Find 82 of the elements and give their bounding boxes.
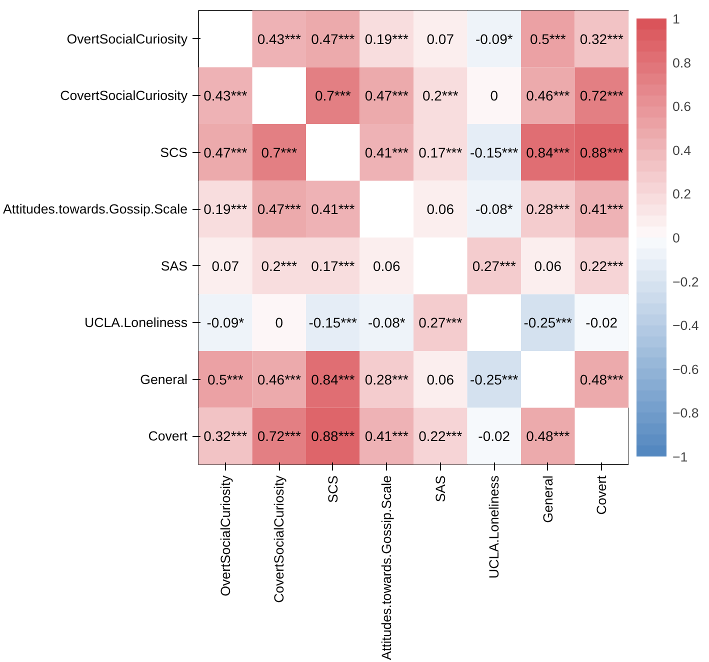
data-label: 0.88***: [580, 144, 624, 160]
x-tick-label: Attitudes.towards.Gossip.Scale: [379, 475, 394, 660]
y-tick-label: General: [140, 372, 188, 387]
data-label: 0.27***: [472, 258, 516, 274]
x-tick-label: UCLA.Loneliness: [486, 475, 502, 578]
data-label: 0.19***: [364, 30, 409, 47]
color-bar-label: 0.2: [672, 186, 692, 202]
x-tick-label: Covert: [594, 475, 610, 515]
data-label: 0.72***: [580, 88, 624, 104]
data-label: -0.15***: [308, 314, 358, 331]
data-label: 0.47***: [364, 88, 409, 104]
data-label: 0.07: [426, 30, 454, 47]
data-label: 0.32***: [204, 428, 248, 444]
color-bar-label: 0.6: [672, 99, 692, 114]
y-tick-label: UCLA.Loneliness: [84, 315, 188, 330]
y-tick-label: Covert: [148, 428, 188, 444]
data-label: 0.7***: [261, 144, 298, 160]
y-tick-label: SCS: [160, 144, 188, 160]
data-label: 0.41***: [364, 144, 409, 160]
color-bar-label: 0: [672, 230, 680, 246]
data-label: 0.06: [534, 258, 562, 274]
data-label: 0.2***: [261, 258, 298, 274]
data-label: -0.25***: [470, 371, 519, 388]
data-label: 0.27***: [418, 314, 463, 331]
data-label: 0.28***: [526, 201, 570, 218]
data-label: 0.06: [373, 258, 400, 274]
data-label: 0.84***: [311, 371, 356, 388]
data-label: -0.08*: [368, 314, 406, 331]
data-label: 0.43***: [204, 88, 248, 104]
data-label: 0.19***: [204, 201, 248, 218]
data-label: 0.41***: [311, 201, 356, 218]
data-label: 0.41***: [364, 428, 409, 444]
data-label: 0.48***: [580, 371, 624, 388]
data-label: 0.22***: [580, 258, 624, 274]
x-tick-label: CovertSocialCuriosity: [272, 475, 287, 603]
x-tick-label: SCS: [325, 475, 340, 503]
data-label: 0.47***: [204, 144, 248, 160]
data-label: 0.17***: [418, 144, 463, 160]
color-bar-label: −0.6: [672, 362, 699, 377]
data-label: 0.22***: [418, 428, 463, 444]
data-label: 0.2***: [422, 88, 459, 104]
data-label: 0.28***: [364, 371, 409, 388]
data-label: 0: [490, 88, 498, 104]
data-label: 0: [275, 314, 284, 331]
data-label: 0.46***: [526, 88, 570, 104]
x-tick-label: SAS: [432, 475, 448, 502]
data-label: 0.06: [426, 201, 454, 218]
data-label: 0.06: [426, 371, 454, 388]
data-label: 0.17***: [311, 258, 356, 274]
color-bar-label: −0.4: [672, 318, 700, 334]
color-bar-label: 0.4: [672, 142, 692, 158]
data-label: -0.15***: [470, 144, 519, 160]
data-label: 0.47***: [257, 201, 302, 218]
x-tick-label: General: [540, 475, 556, 523]
y-tick-label: OvertSocialCuriosity: [66, 31, 188, 46]
data-label: 0.43***: [257, 30, 302, 47]
y-tick-label: Attitudes.towards.Gossip.Scale: [3, 202, 188, 217]
y-tick-label: CovertSocialCuriosity: [60, 88, 188, 104]
data-label: 0.5***: [207, 371, 244, 388]
data-label: -0.09*: [206, 314, 245, 331]
color-bar-label: −0.2: [672, 274, 699, 290]
data-label: 0.72***: [257, 428, 302, 444]
data-label: 0.5***: [530, 30, 566, 47]
data-label: -0.02: [586, 314, 618, 331]
data-label: 0.41***: [580, 201, 624, 218]
color-bar-label: 0.8: [672, 55, 692, 70]
data-label: -0.02: [478, 428, 510, 444]
data-label: 0.7***: [314, 88, 352, 104]
data-label: 0.46***: [257, 371, 302, 388]
color-bar-label: −0.8: [672, 406, 699, 421]
data-label: -0.08*: [475, 201, 514, 218]
data-label: 0.84***: [526, 144, 570, 160]
data-label: 0.32***: [580, 30, 624, 47]
data-label: -0.25***: [524, 314, 573, 331]
data-label: 0.07: [212, 258, 240, 274]
color-bar-label: −1: [672, 450, 688, 464]
data-label: -0.09*: [475, 30, 514, 47]
data-label: 0.88***: [311, 428, 356, 444]
data-label: 0.48***: [526, 428, 570, 444]
color-bar-label: 1: [672, 12, 680, 26]
y-tick-label: SAS: [160, 258, 188, 274]
data-label: 0.47***: [311, 30, 356, 47]
